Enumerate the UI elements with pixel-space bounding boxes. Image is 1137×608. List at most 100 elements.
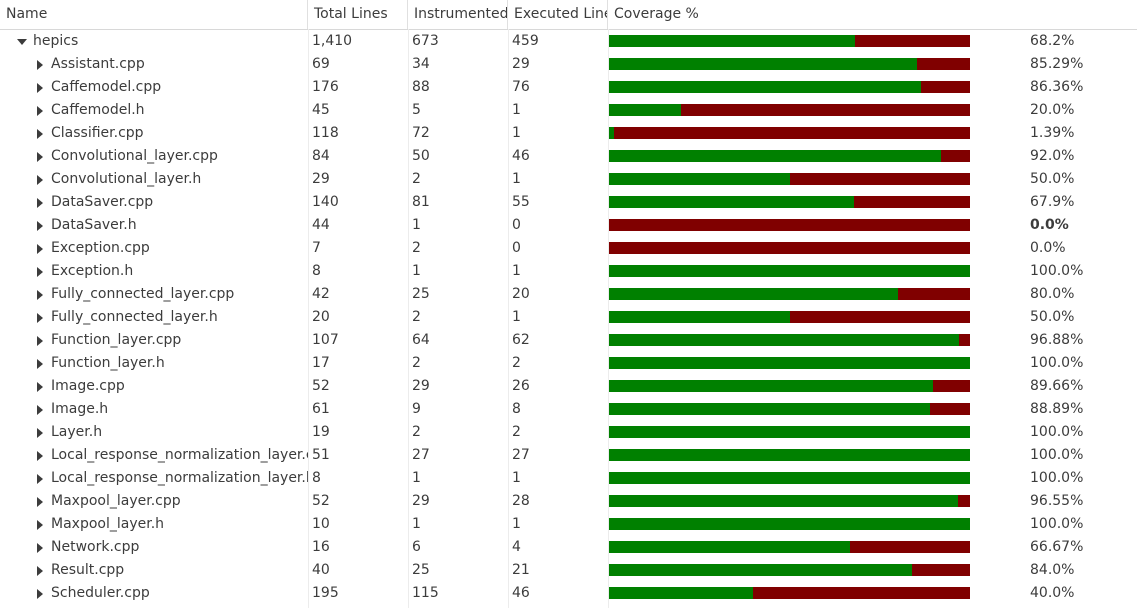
triangle-right-icon: [37, 82, 43, 93]
coverage-percent-cell: 100.0%: [1030, 447, 1084, 463]
expander-right-icon[interactable]: [34, 214, 46, 237]
name-cell: DataSaver.cpp: [0, 191, 308, 214]
expander-right-icon[interactable]: [34, 306, 46, 329]
column-header-coverage[interactable]: Coverage %: [614, 6, 699, 22]
coverage-bar: [609, 380, 970, 392]
expander-right-icon[interactable]: [34, 53, 46, 76]
tree-row[interactable]: Function_layer.h 17 2 2 100.0%: [0, 352, 1137, 375]
total-lines-cell: 19: [312, 424, 330, 440]
tree-row[interactable]: Layer.h 19 2 2 100.0%: [0, 421, 1137, 444]
instrumented-cell: 2: [412, 171, 421, 187]
coverage-percent-cell: 50.0%: [1030, 171, 1075, 187]
instrumented-cell: 34: [412, 56, 430, 72]
expander-right-icon[interactable]: [34, 99, 46, 122]
tree-row[interactable]: Exception.h 8 1 1 100.0%: [0, 260, 1137, 283]
instrumented-cell: 29: [412, 493, 430, 509]
executed-lines-cell: 1: [512, 470, 521, 486]
coverage-bar: [609, 541, 970, 553]
expander-right-icon[interactable]: [34, 191, 46, 214]
expander-right-icon[interactable]: [34, 467, 46, 490]
instrumented-cell: 2: [412, 424, 421, 440]
tree-row[interactable]: Local_response_normalization_layer.cpp 51…: [0, 444, 1137, 467]
column-header-executed-lines[interactable]: Executed Lines: [508, 0, 608, 29]
expander-right-icon[interactable]: [34, 559, 46, 582]
coverage-bar: [609, 495, 970, 507]
total-lines-cell: 20: [312, 309, 330, 325]
name-cell: Result.cpp: [0, 559, 308, 582]
expander-right-icon[interactable]: [34, 536, 46, 559]
name-cell: Function_layer.cpp: [0, 329, 308, 352]
coverage-bar-fill: [609, 449, 970, 461]
file-name-label: Fully_connected_layer.h: [51, 309, 218, 325]
expander-right-icon[interactable]: [34, 329, 46, 352]
tree-row[interactable]: Caffemodel.h 45 5 1 20.0%: [0, 99, 1137, 122]
tree-row[interactable]: Local_response_normalization_layer.h 8 1 1 1…: [0, 467, 1137, 490]
total-lines-cell: 45: [312, 102, 330, 118]
expander-right-icon[interactable]: [34, 237, 46, 260]
tree-row[interactable]: Convolutional_layer.h 29 2 1 50.0%: [0, 168, 1137, 191]
tree-row[interactable]: Result.cpp 40 25 21 84.0%: [0, 559, 1137, 582]
expander-down-icon[interactable]: [16, 30, 28, 53]
triangle-right-icon: [37, 542, 43, 553]
tree-row[interactable]: Maxpool_layer.h 10 1 1 100.0%: [0, 513, 1137, 536]
instrumented-cell: 25: [412, 562, 430, 578]
name-cell: Assistant.cpp: [0, 53, 308, 76]
tree-row[interactable]: Network.cpp 16 6 4 66.67%: [0, 536, 1137, 559]
tree-row[interactable]: Convolutional_layer.cpp 84 50 46 92.0%: [0, 145, 1137, 168]
triangle-right-icon: [37, 128, 43, 139]
expander-right-icon[interactable]: [34, 145, 46, 168]
tree-row[interactable]: Fully_connected_layer.cpp 42 25 20 80.0%: [0, 283, 1137, 306]
tree-row[interactable]: DataSaver.cpp 140 81 55 67.9%: [0, 191, 1137, 214]
tree-row[interactable]: Scheduler.cpp 195 115 46 40.0%: [0, 582, 1137, 605]
instrumented-cell: 50: [412, 148, 430, 164]
coverage-bar: [609, 288, 970, 300]
tree-row[interactable]: Classifier.cpp 118 72 1 1.39%: [0, 122, 1137, 145]
name-cell: Image.h: [0, 398, 308, 421]
instrumented-cell: 2: [412, 355, 421, 371]
expander-right-icon[interactable]: [34, 260, 46, 283]
expander-right-icon[interactable]: [34, 398, 46, 421]
coverage-bar: [609, 219, 970, 231]
instrumented-cell: 72: [412, 125, 430, 141]
expander-right-icon[interactable]: [34, 283, 46, 306]
tree-row-root[interactable]: hepics 1,410 673 459 68.2%: [0, 30, 1137, 53]
expander-right-icon[interactable]: [34, 513, 46, 536]
instrumented-cell: 29: [412, 378, 430, 394]
name-cell: DataSaver.h: [0, 214, 308, 237]
coverage-bar: [609, 196, 970, 208]
expander-right-icon[interactable]: [34, 490, 46, 513]
expander-right-icon[interactable]: [34, 375, 46, 398]
coverage-bar: [609, 150, 970, 162]
executed-lines-cell: 1: [512, 516, 521, 532]
tree-row[interactable]: Image.cpp 52 29 26 89.66%: [0, 375, 1137, 398]
coverage-percent-cell: 66.67%: [1030, 539, 1084, 555]
expander-right-icon[interactable]: [34, 76, 46, 99]
coverage-bar-fill: [609, 334, 959, 346]
column-header-name[interactable]: Name: [0, 0, 308, 29]
name-cell: Layer.h: [0, 421, 308, 444]
column-header-instrumented[interactable]: Instrumented: [408, 0, 508, 29]
tree-row[interactable]: Assistant.cpp 69 34 29 85.29%: [0, 53, 1137, 76]
file-name-label: Caffemodel.h: [51, 102, 145, 118]
tree-row[interactable]: Function_layer.cpp 107 64 62 96.88%: [0, 329, 1137, 352]
expander-right-icon[interactable]: [34, 168, 46, 191]
tree-row[interactable]: Fully_connected_layer.h 20 2 1 50.0%: [0, 306, 1137, 329]
coverage-bar: [609, 472, 970, 484]
coverage-percent-cell: 96.88%: [1030, 332, 1084, 348]
tree-row[interactable]: DataSaver.h 44 1 0 0.0%: [0, 214, 1137, 237]
coverage-bar: [609, 334, 970, 346]
expander-right-icon[interactable]: [34, 582, 46, 605]
file-name-label: Caffemodel.cpp: [51, 79, 162, 95]
executed-lines-cell: 55: [512, 194, 530, 210]
column-header-total-lines[interactable]: Total Lines: [308, 0, 408, 29]
expander-right-icon[interactable]: [34, 352, 46, 375]
tree-row[interactable]: Image.h 61 9 8 88.89%: [0, 398, 1137, 421]
tree-row[interactable]: Caffemodel.cpp 176 88 76 86.36%: [0, 76, 1137, 99]
tree-row[interactable]: Maxpool_layer.cpp 52 29 28 96.55%: [0, 490, 1137, 513]
expander-right-icon[interactable]: [34, 122, 46, 145]
expander-right-icon[interactable]: [34, 421, 46, 444]
expander-right-icon[interactable]: [34, 444, 46, 467]
tree-row[interactable]: Exception.cpp 7 2 0 0.0%: [0, 237, 1137, 260]
total-lines-cell: 84: [312, 148, 330, 164]
triangle-right-icon: [37, 358, 43, 369]
